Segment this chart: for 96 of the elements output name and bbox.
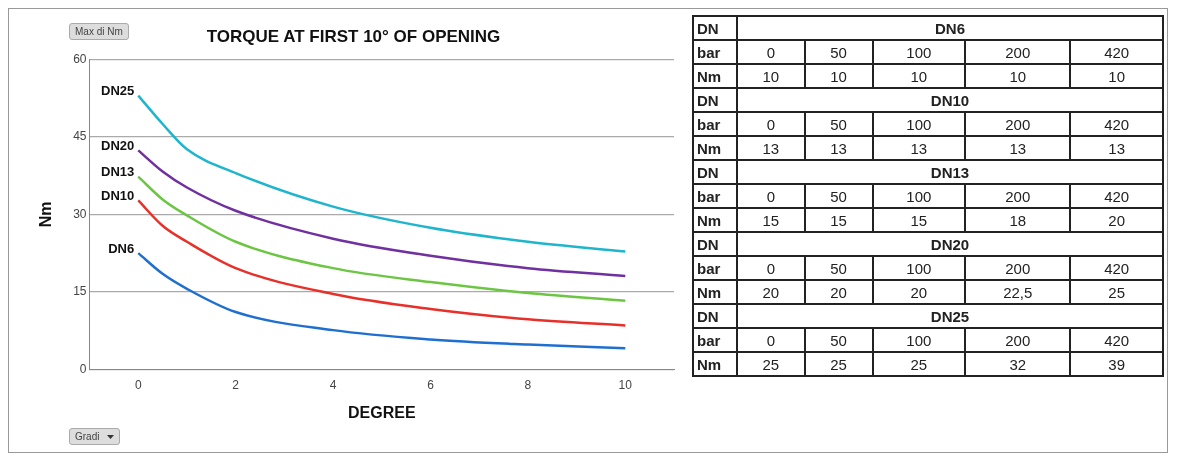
text: bar	[693, 184, 737, 208]
text: DN25	[737, 304, 1163, 328]
text: 20	[804, 280, 873, 304]
text: 10	[1070, 64, 1163, 88]
text: 420	[1070, 256, 1163, 280]
y-tick-label: 0	[79, 361, 87, 376]
text: Nm	[693, 352, 737, 376]
text: DN13	[737, 160, 1163, 184]
text: 0	[737, 184, 805, 208]
text: 13	[737, 136, 805, 160]
line-series	[137, 94, 627, 253]
text: 0	[737, 112, 805, 136]
text: Nm	[693, 280, 737, 304]
y-tick-label: 15	[73, 284, 87, 299]
text: 0	[737, 40, 805, 64]
text: 200	[965, 328, 1071, 352]
text: 50	[804, 328, 873, 352]
text: Max di Nm	[69, 23, 129, 40]
text: 25	[872, 352, 966, 376]
text: DN	[693, 88, 737, 112]
text: 10	[965, 64, 1071, 88]
text: 20	[1070, 208, 1163, 232]
text: 10	[804, 64, 873, 88]
text: 200	[965, 256, 1071, 280]
text: 50	[804, 112, 873, 136]
y-tick-label: 30	[73, 206, 87, 221]
series-label: DN13	[101, 164, 135, 180]
x-tick-label: 8	[524, 377, 532, 392]
text: 25	[737, 352, 805, 376]
text: 100	[872, 256, 966, 280]
text: 13	[872, 136, 966, 160]
text: 25	[804, 352, 873, 376]
text: DN	[693, 232, 737, 256]
text: 50	[804, 184, 873, 208]
text: DN	[693, 304, 737, 328]
text: bar	[693, 256, 737, 280]
text: DN	[693, 16, 737, 40]
text: 420	[1070, 184, 1163, 208]
text: 10	[872, 64, 966, 88]
y-tick-label: 45	[73, 129, 87, 144]
text: 20	[737, 280, 805, 304]
text: DN20	[737, 232, 1163, 256]
text: bar	[693, 40, 737, 64]
x-tick-label: 10	[618, 377, 633, 392]
text: 39	[1070, 352, 1163, 376]
text: 10	[737, 64, 805, 88]
series-label: DN20	[101, 137, 135, 153]
text: 20	[872, 280, 966, 304]
series-label: DN6	[108, 240, 135, 256]
y-axis-title: Nm	[37, 201, 55, 228]
line-series	[137, 199, 627, 327]
text: 50	[804, 256, 873, 280]
text: 420	[1070, 40, 1163, 64]
text: Gradi	[75, 431, 100, 442]
text: 15	[804, 208, 873, 232]
text: bar	[693, 328, 737, 352]
text: 13	[965, 136, 1071, 160]
x-tick-label: 6	[427, 377, 435, 392]
text: 18	[965, 208, 1071, 232]
x-tick-label: 2	[232, 377, 240, 392]
text: 13	[1070, 136, 1163, 160]
text: 32	[965, 352, 1071, 376]
text: DN6	[737, 16, 1163, 40]
text: 100	[872, 40, 966, 64]
x-tick-label: 4	[329, 377, 337, 392]
text: 420	[1070, 112, 1163, 136]
chart-title: TORQUE AT FIRST 10° OF OPENING	[206, 26, 501, 46]
text: 100	[872, 184, 966, 208]
text: 25	[1070, 280, 1163, 304]
text: Nm	[693, 208, 737, 232]
text: 50	[804, 40, 873, 64]
text: Nm	[693, 136, 737, 160]
text: 100	[872, 328, 966, 352]
series-label: DN10	[101, 188, 135, 204]
y-tick-label: 60	[73, 51, 87, 66]
text: 200	[965, 40, 1071, 64]
line-series	[137, 149, 627, 278]
text: 13	[804, 136, 873, 160]
text: 0	[737, 328, 805, 352]
line-series	[137, 175, 627, 302]
x-axis-title: DEGREE	[347, 403, 416, 421]
text: 420	[1070, 328, 1163, 352]
text: 15	[872, 208, 966, 232]
text: bar	[693, 112, 737, 136]
text: 22,5	[965, 280, 1071, 304]
text: 200	[965, 184, 1071, 208]
text: 15	[737, 208, 805, 232]
text: 100	[872, 112, 966, 136]
text: DN	[693, 160, 737, 184]
x-tick-label: 0	[134, 377, 142, 392]
text: DN10	[737, 88, 1163, 112]
line-series	[137, 251, 627, 350]
text: Nm	[693, 64, 737, 88]
text: 0	[737, 256, 805, 280]
series-label: DN25	[101, 83, 135, 99]
text: 200	[965, 112, 1071, 136]
